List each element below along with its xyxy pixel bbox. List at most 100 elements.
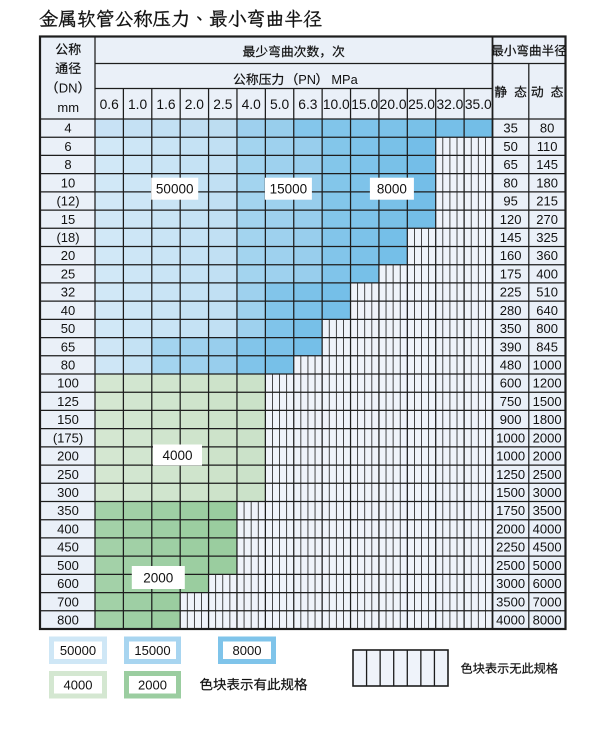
svg-text:4000: 4000: [496, 613, 525, 628]
svg-text:480: 480: [500, 358, 522, 373]
svg-text:145: 145: [500, 230, 522, 245]
svg-text:4000: 4000: [162, 448, 192, 463]
svg-text:250: 250: [57, 467, 79, 482]
svg-text:640: 640: [536, 303, 558, 318]
svg-text:(12): (12): [56, 194, 79, 209]
svg-text:4500: 4500: [533, 540, 562, 555]
svg-text:32.0: 32.0: [436, 97, 463, 112]
svg-text:400: 400: [57, 521, 79, 536]
svg-text:15000: 15000: [270, 182, 308, 197]
svg-text:MPa: MPa: [331, 72, 358, 87]
svg-text:1000: 1000: [533, 358, 562, 373]
svg-text:PN: PN: [298, 72, 316, 87]
svg-text:95: 95: [503, 194, 517, 209]
svg-text:15000: 15000: [134, 643, 170, 658]
svg-text:50000: 50000: [156, 182, 194, 197]
svg-text:3000: 3000: [496, 576, 525, 591]
svg-text:450: 450: [57, 540, 79, 555]
svg-text:6.3: 6.3: [298, 97, 318, 112]
svg-text:3000: 3000: [533, 485, 562, 500]
svg-text:3500: 3500: [533, 503, 562, 518]
svg-text:25.0: 25.0: [408, 97, 435, 112]
svg-text:25: 25: [61, 266, 75, 281]
svg-text:400: 400: [536, 266, 558, 281]
svg-text:4: 4: [64, 121, 71, 136]
svg-text:8000: 8000: [233, 643, 262, 658]
svg-text:DN: DN: [59, 80, 78, 95]
svg-text:750: 750: [500, 394, 522, 409]
svg-text:110: 110: [537, 139, 558, 154]
svg-text:700: 700: [57, 594, 79, 609]
svg-text:20: 20: [61, 248, 75, 263]
svg-text:900: 900: [500, 412, 522, 427]
svg-text:65: 65: [503, 157, 517, 172]
svg-text:1.0: 1.0: [128, 97, 148, 112]
svg-text:8000: 8000: [533, 613, 562, 628]
svg-text:1200: 1200: [533, 376, 562, 391]
svg-text:2000: 2000: [496, 521, 525, 536]
svg-text:1500: 1500: [533, 394, 562, 409]
svg-text:35: 35: [503, 121, 517, 136]
svg-text:160: 160: [500, 248, 522, 263]
svg-text:65: 65: [61, 339, 75, 354]
svg-text:1750: 1750: [496, 503, 525, 518]
svg-text:390: 390: [500, 339, 522, 354]
svg-text:300: 300: [57, 485, 79, 500]
svg-text:800: 800: [57, 613, 79, 628]
svg-text:6: 6: [64, 139, 71, 154]
svg-text:40: 40: [61, 303, 75, 318]
svg-text:120: 120: [500, 212, 522, 227]
svg-text:845: 845: [536, 339, 558, 354]
svg-text:2.0: 2.0: [185, 97, 205, 112]
svg-text:145: 145: [536, 157, 558, 172]
svg-text:150: 150: [57, 412, 79, 427]
svg-text:4000: 4000: [533, 521, 562, 536]
svg-text:5.0: 5.0: [270, 97, 290, 112]
svg-text:2.5: 2.5: [213, 97, 233, 112]
svg-text:10.0: 10.0: [323, 97, 350, 112]
svg-text:50: 50: [61, 321, 75, 336]
svg-text:510: 510: [536, 285, 558, 300]
svg-text:200: 200: [57, 449, 79, 464]
svg-text:2250: 2250: [496, 540, 525, 555]
svg-text:350: 350: [500, 321, 522, 336]
svg-text:5000: 5000: [533, 558, 562, 573]
svg-text:270: 270: [536, 212, 558, 227]
svg-text:80: 80: [61, 358, 75, 373]
svg-text:225: 225: [500, 285, 522, 300]
svg-text:600: 600: [500, 376, 522, 391]
svg-text:125: 125: [57, 394, 79, 409]
svg-text:6000: 6000: [533, 576, 562, 591]
svg-text:0.6: 0.6: [100, 97, 120, 112]
svg-text:350: 350: [57, 503, 79, 518]
svg-text:8000: 8000: [377, 182, 407, 197]
svg-text:800: 800: [536, 321, 558, 336]
svg-text:1000: 1000: [496, 449, 525, 464]
svg-text:2000: 2000: [533, 449, 562, 464]
svg-text:(18): (18): [56, 230, 79, 245]
svg-text:8: 8: [64, 157, 71, 172]
svg-text:10: 10: [61, 175, 75, 190]
svg-text:3500: 3500: [496, 594, 525, 609]
svg-text:215: 215: [536, 194, 558, 209]
svg-text:mm: mm: [57, 100, 79, 115]
svg-text:2000: 2000: [143, 570, 173, 585]
svg-text:(175): (175): [53, 430, 83, 445]
svg-text:4.0: 4.0: [242, 97, 262, 112]
svg-text:35.0: 35.0: [465, 97, 492, 112]
svg-text:80: 80: [503, 175, 517, 190]
svg-text:1250: 1250: [496, 467, 525, 482]
svg-text:2000: 2000: [138, 677, 167, 692]
svg-text:1000: 1000: [496, 430, 525, 445]
svg-text:4000: 4000: [64, 677, 93, 692]
svg-text:20.0: 20.0: [380, 97, 407, 112]
svg-text:360: 360: [536, 248, 558, 263]
svg-text:2000: 2000: [533, 430, 562, 445]
svg-text:7000: 7000: [533, 594, 562, 609]
svg-text:600: 600: [57, 576, 79, 591]
svg-text:2500: 2500: [533, 467, 562, 482]
svg-text:325: 325: [536, 230, 558, 245]
svg-text:32: 32: [61, 285, 75, 300]
svg-text:180: 180: [536, 175, 558, 190]
svg-text:1800: 1800: [533, 412, 562, 427]
